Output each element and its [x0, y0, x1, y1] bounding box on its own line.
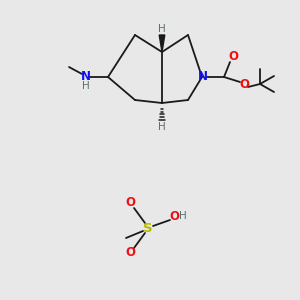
Text: H: H	[179, 211, 187, 221]
Text: H: H	[158, 24, 166, 34]
Text: O: O	[169, 209, 179, 223]
Text: O: O	[239, 79, 249, 92]
Text: N: N	[81, 70, 91, 83]
Text: H: H	[158, 122, 166, 132]
Text: O: O	[125, 247, 135, 260]
Text: N: N	[198, 70, 208, 83]
Text: S: S	[143, 221, 153, 235]
Text: H: H	[82, 81, 90, 91]
Text: O: O	[228, 50, 238, 64]
Text: O: O	[125, 196, 135, 209]
Polygon shape	[159, 35, 165, 52]
